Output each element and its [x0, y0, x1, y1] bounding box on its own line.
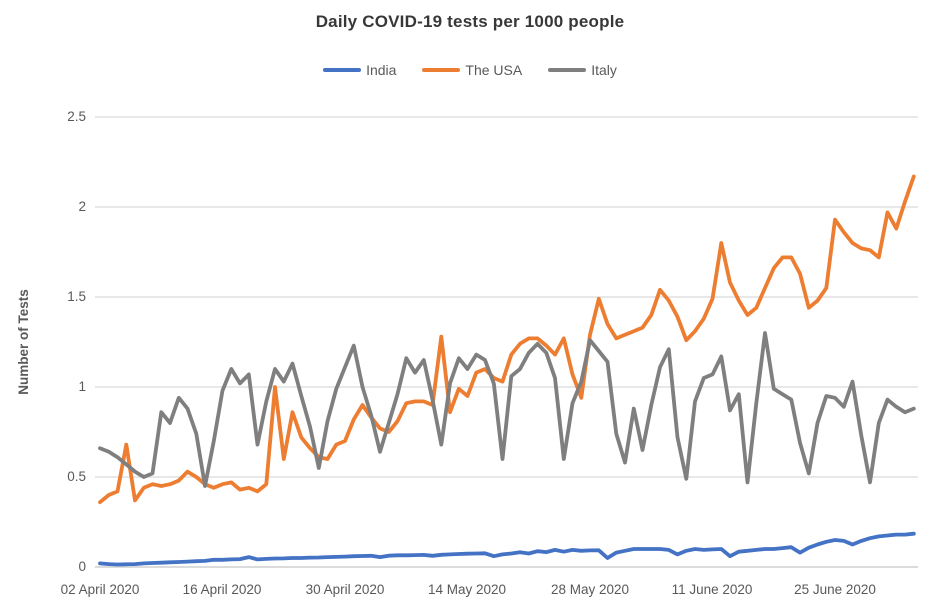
chart-title: Daily COVID-19 tests per 1000 people — [315, 12, 625, 31]
x-tick-label: 11 June 2020 — [671, 582, 753, 597]
legend-label-india: India — [366, 62, 397, 78]
legend-label-italy: Italy — [591, 62, 617, 78]
legend-item-usa: The USA — [422, 62, 522, 78]
usa-series-swatch — [422, 67, 461, 73]
y-tick-label: 1.5 — [67, 289, 86, 304]
y-tick-label: 2 — [78, 199, 86, 214]
y-tick-label: 0 — [78, 559, 86, 574]
x-tick-label: 30 April 2020 — [305, 582, 385, 597]
x-tick-label: 25 June 2020 — [794, 582, 876, 597]
x-tick-label: 14 May 2020 — [427, 582, 507, 597]
y-tick-label: 1 — [78, 379, 86, 394]
gridlines — [95, 116, 918, 568]
italy-series-swatch — [548, 67, 587, 73]
legend-item-india: India — [323, 62, 396, 78]
india-series-swatch — [323, 67, 362, 73]
legend-label-usa: The USA — [465, 62, 523, 78]
x-tick-label: 02 April 2020 — [60, 582, 140, 597]
x-tick-label: 16 April 2020 — [182, 582, 262, 597]
y-tick-label: 0.5 — [67, 469, 86, 484]
x-tick-label: 28 May 2020 — [550, 582, 630, 597]
legend-item-italy: Italy — [548, 62, 617, 78]
series-lines — [98, 174, 916, 567]
y-tick-label: 2.5 — [67, 109, 86, 124]
y-axis-title: Number of Tests — [16, 289, 31, 395]
legend: India The USA Italy — [0, 62, 940, 78]
